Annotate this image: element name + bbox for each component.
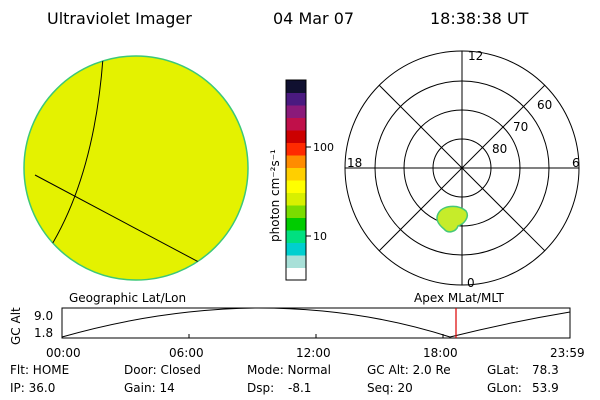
colorbar-cell xyxy=(286,105,306,118)
latitude-line xyxy=(34,174,226,277)
gain-info: Gain: 14 xyxy=(124,381,175,395)
colorbar-cell xyxy=(286,242,306,256)
colorbar-cell xyxy=(286,180,306,193)
glat-value: 78.3 xyxy=(532,363,559,377)
colorbar-cell xyxy=(286,80,306,93)
colorbar: 100 10 photon cm⁻²s⁻¹ xyxy=(268,79,334,281)
geographic-image xyxy=(23,55,249,281)
altitude-curve xyxy=(61,307,571,338)
x-tick-1800: 18:00 xyxy=(423,346,458,360)
x-tick-2359: 23:59 xyxy=(550,346,585,360)
glat-label: GLat: xyxy=(487,363,520,377)
colorbar-tick-10: 10 xyxy=(313,230,327,243)
colorbar-cell xyxy=(286,205,306,218)
time-label: 18:38:38 UT xyxy=(430,9,529,28)
y-tick-bottom: 1.8 xyxy=(34,326,53,340)
colorbar-cell xyxy=(286,167,306,181)
colorbar-tick-100: 100 xyxy=(313,141,334,154)
colorbar-cell xyxy=(286,142,306,156)
mlt-label-12: 12 xyxy=(468,49,483,63)
timeline-ylabel: GC Alt xyxy=(9,307,23,345)
x-tick-0600: 06:00 xyxy=(169,346,204,360)
door-info: Door: Closed xyxy=(124,363,201,377)
glon-value: 53.9 xyxy=(532,381,559,395)
colorbar-cell xyxy=(286,130,306,143)
colorbar-cell xyxy=(286,255,306,268)
colorbar-cell xyxy=(286,92,306,106)
date-label: 04 Mar 07 xyxy=(273,9,355,28)
gcalt-info: GC Alt: 2.0 Re xyxy=(367,363,451,377)
mlt-label-6: 6 xyxy=(572,156,580,170)
altitude-timeline: GC Alt 9.0 1.8 00:00 06:00 12:00 18:00 2… xyxy=(9,307,585,360)
dsp-value: -8.1 xyxy=(288,381,312,395)
geographic-label: Geographic Lat/Lon xyxy=(69,291,186,305)
ip-info: IP: 36.0 xyxy=(10,381,56,395)
colorbar-cell xyxy=(286,192,306,206)
y-tick-top: 9.0 xyxy=(34,309,53,323)
colorbar-label: photon cm⁻²s⁻¹ xyxy=(268,149,282,242)
dsp-label: Dsp: xyxy=(247,381,275,395)
x-tick-1200: 12:00 xyxy=(296,346,331,360)
lat-label-60: 60 xyxy=(537,98,552,112)
colorbar-cell xyxy=(286,155,306,168)
lat-label-70: 70 xyxy=(513,120,528,134)
polar-plot xyxy=(344,50,580,286)
glon-label: GLon: xyxy=(487,381,522,395)
lat-label-80: 80 xyxy=(492,142,507,156)
flt-info: Flt: HOME xyxy=(10,363,70,377)
aurora-spot xyxy=(436,205,469,233)
colorbar-cell xyxy=(286,267,306,281)
seq-info: Seq: 20 xyxy=(367,381,413,395)
mlt-label-18: 18 xyxy=(347,156,362,170)
colorbar-cell xyxy=(286,217,306,231)
x-tick-0000: 00:00 xyxy=(46,346,81,360)
mode-info: Mode: Normal xyxy=(247,363,331,377)
colorbar-cell xyxy=(286,230,306,243)
app-title: Ultraviolet Imager xyxy=(47,9,192,28)
mlt-label-0: 0 xyxy=(467,276,475,290)
colorbar-cell xyxy=(286,117,306,131)
apex-label: Apex MLat/MLT xyxy=(414,291,504,305)
